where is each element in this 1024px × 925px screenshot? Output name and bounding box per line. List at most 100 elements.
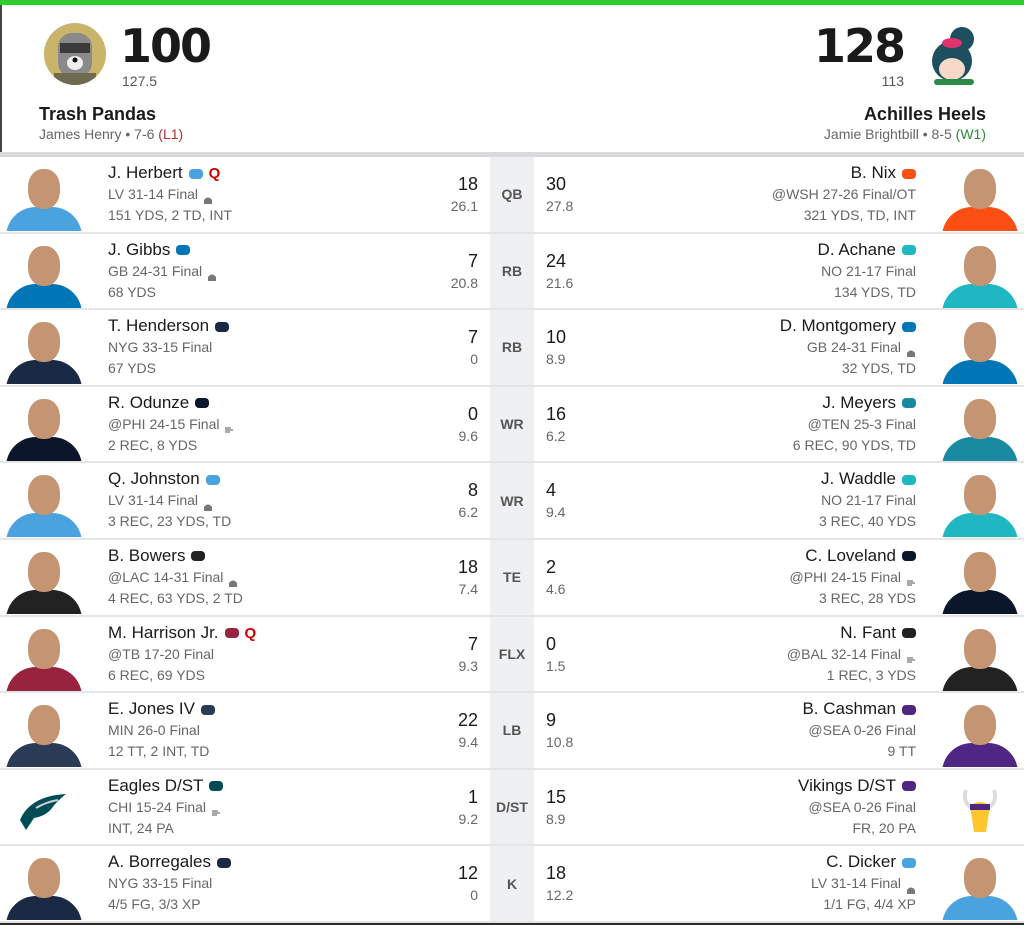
right-player-cell[interactable]: Vikings D/ST @SEA 0-26 Final FR, 20 PA 1… <box>534 769 1024 845</box>
player-photo[interactable] <box>2 240 86 308</box>
player-photo[interactable] <box>938 240 1022 308</box>
jersey <box>942 207 1018 231</box>
player-info: B. Nix @WSH 27-26 Final/OT 321 YDS, TD, … <box>772 162 916 226</box>
left-player-cell[interactable]: B. Bowers @LAC 14-31 Final 4 REC, 63 YDS… <box>0 539 490 615</box>
player-projection: 21.6 <box>546 274 574 291</box>
player-name[interactable]: T. Henderson <box>108 316 210 336</box>
player-name[interactable]: Q. Johnston <box>108 469 200 489</box>
player-photo[interactable] <box>938 469 1022 538</box>
player-photo[interactable] <box>2 163 86 231</box>
table-row: B. Bowers @LAC 14-31 Final 4 REC, 63 YDS… <box>0 539 1024 617</box>
player-photo[interactable] <box>2 699 86 768</box>
player-name[interactable]: C. Loveland <box>805 545 896 565</box>
player-head <box>964 398 996 439</box>
player-points: 0 <box>467 403 478 424</box>
player-photo[interactable] <box>938 316 1022 385</box>
player-name[interactable]: N. Fant <box>840 622 896 642</box>
player-name[interactable]: D. Achane <box>817 239 896 259</box>
home-projected: 127.5 <box>122 73 158 89</box>
right-player-cell[interactable]: D. Montgomery GB 24-31 Final 32 YDS, TD … <box>534 310 1024 385</box>
team-logo-icon <box>902 474 916 485</box>
player-projection: 12.2 <box>546 887 574 904</box>
player-name[interactable]: M. Harrison Jr. <box>108 622 219 642</box>
player-projection: 8.9 <box>546 351 566 368</box>
player-photo[interactable] <box>2 469 86 538</box>
right-player-cell[interactable]: B. Nix @WSH 27-26 Final/OT 321 YDS, TD, … <box>534 157 1024 232</box>
left-player-cell[interactable]: T. Henderson NYG 33-15 Final 67 YDS 7 0 <box>0 310 490 385</box>
player-name[interactable]: J. Gibbs <box>108 239 171 259</box>
game-result: NO 21-17 Final <box>821 262 916 279</box>
left-player-cell[interactable]: Eagles D/ST CHI 15-24 Final INT, 24 PA 1… <box>0 769 490 845</box>
player-name[interactable]: B. Nix <box>850 163 896 182</box>
left-player-cell[interactable]: J. Gibbs GB 24-31 Final 68 YDS 7 20.8 <box>0 233 490 309</box>
player-photo[interactable] <box>938 546 1022 614</box>
right-player-cell[interactable]: N. Fant @BAL 32-14 Final 1 REC, 3 YDS 0 … <box>534 616 1024 692</box>
raccoon-avatar[interactable] <box>44 23 106 85</box>
player-photo[interactable] <box>2 393 86 461</box>
player-photo[interactable] <box>2 623 86 691</box>
player-name[interactable]: C. Dicker <box>826 852 896 872</box>
right-player-cell[interactable]: J. Meyers @TEN 25-3 Final 6 REC, 90 YDS,… <box>534 386 1024 462</box>
dome-icon <box>203 190 213 205</box>
game-result: NYG 33-15 Final <box>108 875 213 892</box>
right-player-cell[interactable]: B. Cashman @SEA 0-26 Final 9 TT 9 10.8 <box>534 693 1024 768</box>
slot-position: LB <box>502 722 522 739</box>
left-player-cell[interactable]: Q. Johnston LV 31-14 Final 3 REC, 23 YDS… <box>0 463 490 538</box>
wind-icon <box>224 420 234 433</box>
player-name[interactable]: J. Herbert <box>108 163 183 182</box>
player-head <box>28 705 60 746</box>
left-player-cell[interactable]: M. Harrison Jr. Q @TB 17-20 Final 6 REC, … <box>0 616 490 692</box>
player-points: 15 <box>546 786 567 807</box>
player-name[interactable]: Eagles D/ST <box>108 775 204 795</box>
right-player-cell[interactable]: D. Achane NO 21-17 Final 134 YDS, TD 24 … <box>534 233 1024 309</box>
player-photo[interactable] <box>938 163 1022 231</box>
stat-line: 151 YDS, 2 TD, INT <box>108 207 232 223</box>
player-photo[interactable] <box>938 699 1022 768</box>
right-player-cell[interactable]: J. Waddle NO 21-17 Final 3 REC, 40 YDS 4… <box>534 463 1024 538</box>
wind-icon <box>906 650 916 663</box>
player-photo[interactable] <box>938 393 1022 461</box>
cartoon-girl-avatar[interactable] <box>922 25 984 87</box>
jersey <box>6 436 82 461</box>
player-photo[interactable] <box>938 623 1022 691</box>
player-name[interactable]: B. Bowers <box>108 545 186 565</box>
player-info: T. Henderson NYG 33-15 Final 67 YDS <box>108 315 230 379</box>
left-player-cell[interactable]: R. Odunze @PHI 24-15 Final 2 REC, 8 YDS … <box>0 386 490 462</box>
player-photo[interactable] <box>938 852 1022 921</box>
player-name[interactable]: R. Odunze <box>108 392 190 412</box>
player-name[interactable]: E. Jones IV <box>108 699 195 719</box>
home-team-name[interactable]: Trash Pandas <box>39 104 157 124</box>
left-player-cell[interactable]: J. Herbert Q LV 31-14 Final 151 YDS, 2 TD… <box>0 157 490 232</box>
game-result: @SEA 0-26 Final <box>808 798 916 815</box>
game-result: @SEA 0-26 Final <box>808 722 916 739</box>
player-projection: 1.5 <box>546 657 566 674</box>
stat-line: 4 REC, 63 YDS, 2 TD <box>108 589 243 606</box>
player-name[interactable]: Vikings D/ST <box>798 775 896 795</box>
player-name[interactable]: J. Waddle <box>821 469 896 489</box>
player-info: J. Waddle NO 21-17 Final 3 REC, 40 YDS <box>819 468 916 532</box>
player-projection: 8.9 <box>546 810 566 827</box>
player-head <box>964 705 996 746</box>
slot-position: QB <box>501 186 523 203</box>
player-head <box>964 245 996 286</box>
team-logo <box>2 776 86 844</box>
player-photo[interactable] <box>2 852 86 921</box>
right-player-cell[interactable]: C. Dicker LV 31-14 Final 1/1 FG, 4/4 XP … <box>534 846 1024 921</box>
player-name[interactable]: D. Montgomery <box>779 316 896 336</box>
right-player-cell[interactable]: C. Loveland @PHI 24-15 Final 3 REC, 28 Y… <box>534 539 1024 615</box>
stat-line: 3 REC, 40 YDS <box>818 513 916 530</box>
left-player-cell[interactable]: A. Borregales NYG 33-15 Final 4/5 FG, 3/… <box>0 846 490 921</box>
player-name[interactable]: B. Cashman <box>802 699 896 719</box>
player-name[interactable]: J. Meyers <box>822 392 896 412</box>
away-team-name[interactable]: Achilles Heels <box>863 104 986 124</box>
player-points: 9 <box>546 710 557 731</box>
team-logo-icon <box>902 704 916 715</box>
player-info: B. Bowers @LAC 14-31 Final 4 REC, 63 YDS… <box>108 545 243 609</box>
slot-position: RB <box>501 262 523 279</box>
player-points: 7 <box>467 633 478 654</box>
team-logo-icon <box>902 857 916 868</box>
player-photo[interactable] <box>2 316 86 385</box>
player-name[interactable]: A. Borregales <box>108 852 211 872</box>
player-photo[interactable] <box>2 546 86 614</box>
left-player-cell[interactable]: E. Jones IV MIN 26-0 Final 12 TT, 2 INT,… <box>0 693 490 768</box>
